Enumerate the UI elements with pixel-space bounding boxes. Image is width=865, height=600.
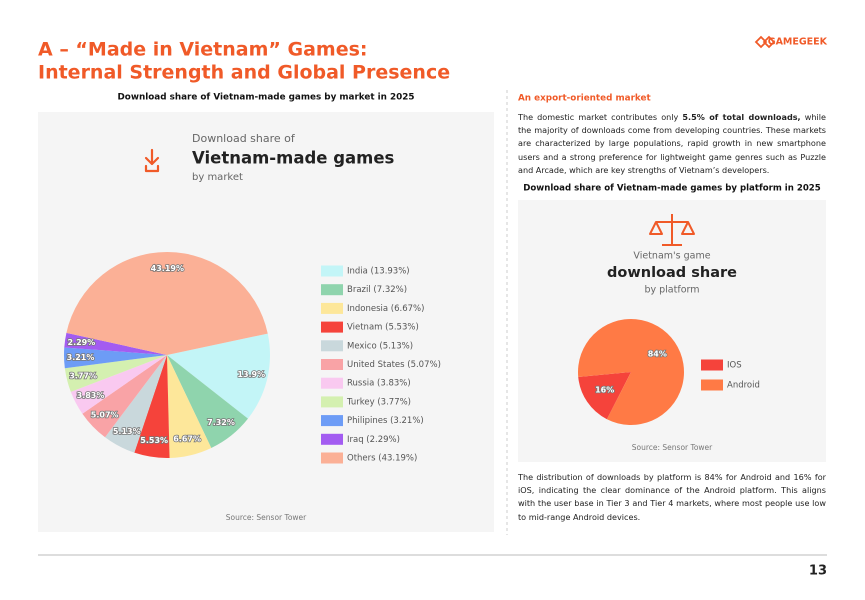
pie-slice bbox=[82, 355, 167, 438]
title: A – “Made in Vietnam” Games: bbox=[38, 39, 368, 61]
data-label: 84% bbox=[648, 350, 667, 359]
pie-slice bbox=[70, 355, 167, 414]
data-label: 3.21% bbox=[67, 353, 95, 362]
legend-swatch bbox=[321, 284, 343, 296]
pie-slice bbox=[134, 355, 170, 458]
legend-label: Philipines (3.21%) bbox=[347, 416, 424, 426]
legend-label: India (13.93%) bbox=[347, 267, 410, 277]
source: Source: Sensor Tower bbox=[632, 443, 713, 452]
data-label: 6.67% bbox=[173, 435, 201, 444]
page-number: 13 bbox=[809, 564, 827, 579]
card-kicker: Vietnam's game bbox=[633, 251, 710, 262]
data-label: 2.29% bbox=[68, 338, 96, 347]
legend-swatch bbox=[321, 302, 343, 314]
legend-swatch bbox=[321, 452, 343, 464]
legend-label: Android bbox=[727, 381, 760, 391]
legend-swatch bbox=[321, 396, 343, 408]
legend-swatch bbox=[321, 415, 343, 427]
logo: GAMEGEEK bbox=[768, 37, 828, 48]
legend-label: Iraq (2.29%) bbox=[347, 435, 400, 445]
legend-swatch bbox=[321, 359, 343, 370]
pie-slice bbox=[63, 347, 167, 369]
pie-slice bbox=[578, 319, 684, 426]
card-title: download share bbox=[607, 265, 737, 281]
legend-label: IOS bbox=[727, 361, 742, 371]
legend-label: Brazil (7.32%) bbox=[347, 285, 407, 295]
data-label: 5.53% bbox=[140, 436, 168, 445]
legend-label: Mexico (5.13%) bbox=[347, 341, 413, 351]
data-label: 5.07% bbox=[91, 410, 119, 419]
legend-swatch bbox=[321, 377, 343, 389]
data-label: 5.13% bbox=[113, 427, 141, 436]
legend-swatch bbox=[701, 379, 723, 391]
data-label: 7.32% bbox=[207, 418, 235, 427]
card-title: Vietnam-made games bbox=[192, 149, 395, 168]
card-kicker: Download share of bbox=[192, 132, 296, 145]
section-heading: An export-oriented market bbox=[518, 94, 651, 104]
pie-slice bbox=[167, 355, 248, 449]
text-bold: 5.5% of total downloads, bbox=[682, 112, 801, 122]
data-label: 3.83% bbox=[77, 391, 105, 400]
pie-slice bbox=[578, 372, 631, 420]
chart-title: Download share of Vietnam-made games by … bbox=[523, 184, 821, 194]
text: while the majority of downloads come fro… bbox=[518, 112, 826, 175]
data-label: 13.9% bbox=[237, 370, 265, 379]
scale-icon bbox=[649, 214, 695, 246]
pie-slice bbox=[105, 355, 167, 453]
text: The domestic market contributes only bbox=[518, 112, 683, 122]
pie-slice bbox=[66, 252, 268, 355]
legend-swatch bbox=[321, 321, 343, 333]
data-label: 16% bbox=[595, 385, 614, 394]
data-label: 43.19% bbox=[151, 264, 184, 273]
legend-label: Vietnam (5.53%) bbox=[347, 323, 419, 333]
legend-swatch bbox=[321, 265, 343, 277]
card-subtitle: by platform bbox=[644, 285, 699, 296]
legend-label: Turkey (3.77%) bbox=[346, 397, 411, 407]
legend-label: Russia (3.83%) bbox=[347, 379, 411, 389]
legend-label: United States (5.07%) bbox=[347, 360, 441, 370]
card-subtitle: by market bbox=[192, 172, 243, 183]
legend-label: Indonesia (6.67%) bbox=[347, 304, 424, 314]
pie-slice bbox=[167, 355, 212, 458]
source: Source: Sensor Tower bbox=[226, 513, 307, 522]
chart-title: Download share of Vietnam-made games by … bbox=[118, 93, 415, 103]
pie-slice bbox=[64, 332, 167, 355]
pie-slice bbox=[64, 355, 167, 392]
legend-swatch bbox=[321, 340, 343, 352]
legend-swatch bbox=[701, 359, 723, 371]
pie-slice bbox=[167, 333, 270, 419]
legend-swatch bbox=[321, 433, 343, 445]
logo-icon bbox=[754, 35, 776, 49]
download-icon bbox=[144, 148, 160, 173]
title: Internal Strength and Global Presence bbox=[38, 62, 450, 84]
legend-label: Others (43.19%) bbox=[347, 454, 417, 464]
paragraph: The distribution of downloads by platfor… bbox=[518, 472, 826, 522]
paragraph: The domestic market contributes only 5.5… bbox=[518, 111, 826, 177]
data-label: 3.77% bbox=[69, 372, 97, 381]
